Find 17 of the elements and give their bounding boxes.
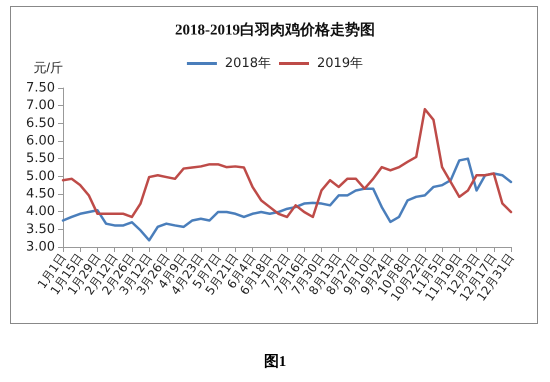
y-tick-label: 7.00: [26, 98, 55, 114]
legend-label: 2019年: [317, 56, 364, 71]
y-tick-label: 5.50: [26, 151, 55, 166]
y-tick-label: 6.00: [26, 134, 55, 148]
y-tick-label: 7.50: [26, 80, 55, 96]
y-axis-title: 元/斤: [33, 60, 63, 75]
legend-label: 2018年: [224, 56, 272, 71]
y-tick-label: 3.00: [26, 240, 55, 254]
y-tick-label: 4.50: [26, 186, 55, 202]
chart-title: 2018-2019白羽肉鸡价格走势图: [175, 22, 375, 38]
y-tick-label: 6.50: [26, 116, 55, 131]
y-tick-label: 5.00: [26, 168, 55, 184]
line-series: [62, 108, 512, 218]
y-tick-label: 4.00: [26, 204, 55, 220]
y-tick-label: 3.50: [26, 222, 55, 237]
caption: 图1: [262, 353, 288, 371]
line-series: [62, 157, 512, 242]
